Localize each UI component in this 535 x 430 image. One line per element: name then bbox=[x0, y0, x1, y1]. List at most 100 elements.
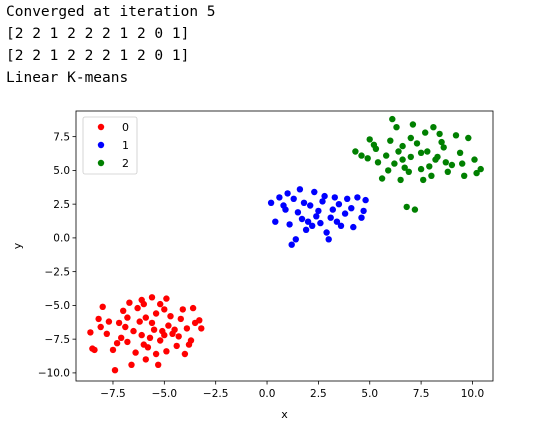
point-cluster-0 bbox=[140, 341, 147, 348]
point-cluster-2 bbox=[452, 132, 460, 139]
point-cluster-1 bbox=[341, 210, 349, 217]
point-cluster-2 bbox=[374, 159, 382, 166]
plot-frame bbox=[75, 110, 494, 382]
point-cluster-0 bbox=[138, 331, 145, 339]
console-line-labels-1: [2 2 1 2 2 2 1 2 0 1] bbox=[6, 26, 190, 42]
points-layer bbox=[87, 115, 484, 374]
y-tick-label: 0.0 bbox=[53, 233, 70, 245]
x-tick-label: −7.5 bbox=[100, 388, 126, 400]
point-cluster-0 bbox=[122, 323, 129, 331]
point-cluster-2 bbox=[385, 167, 392, 174]
point-cluster-1 bbox=[298, 215, 306, 223]
y-ticks: −10.0 −7.5 −5.0 −2.5 0.0 2.5 5.0 7.5 bbox=[38, 131, 76, 380]
point-cluster-0 bbox=[128, 361, 135, 368]
point-cluster-0 bbox=[87, 329, 94, 336]
legend-marker-2 bbox=[97, 159, 105, 167]
point-cluster-0 bbox=[132, 349, 139, 356]
point-cluster-2 bbox=[352, 148, 359, 155]
point-cluster-2 bbox=[399, 156, 406, 163]
point-cluster-1 bbox=[335, 201, 343, 208]
point-cluster-1 bbox=[300, 199, 308, 206]
point-cluster-0 bbox=[103, 330, 111, 337]
point-cluster-2 bbox=[413, 140, 421, 147]
point-cluster-0 bbox=[142, 314, 149, 321]
point-cluster-2 bbox=[397, 176, 404, 184]
y-axis-label: y bbox=[11, 242, 24, 249]
point-cluster-2 bbox=[411, 206, 419, 213]
x-ticks: −7.5 −5.0 −2.5 0.0 2.5 5.0 7.5 10.0 bbox=[100, 381, 484, 400]
point-cluster-2 bbox=[391, 160, 398, 167]
point-cluster-2 bbox=[364, 155, 371, 162]
point-cluster-2 bbox=[407, 153, 414, 161]
point-cluster-0 bbox=[124, 314, 131, 321]
point-cluster-2 bbox=[395, 148, 402, 155]
point-cluster-1 bbox=[302, 226, 310, 233]
legend: 0 1 2 bbox=[82, 116, 138, 175]
legend-marker-1 bbox=[97, 141, 105, 149]
point-cluster-0 bbox=[150, 326, 158, 333]
x-tick-label: 10.0 bbox=[461, 388, 484, 400]
point-cluster-2 bbox=[407, 134, 414, 142]
point-cluster-0 bbox=[155, 361, 162, 368]
x-tick-label: −5.0 bbox=[152, 388, 178, 400]
point-cluster-0 bbox=[163, 348, 170, 355]
point-cluster-0 bbox=[157, 337, 164, 344]
point-cluster-2 bbox=[405, 168, 412, 175]
point-cluster-0 bbox=[198, 325, 205, 332]
point-cluster-0 bbox=[173, 342, 180, 350]
point-cluster-0 bbox=[142, 356, 149, 363]
point-cluster-1 bbox=[280, 202, 287, 209]
point-cluster-0 bbox=[165, 322, 172, 329]
point-cluster-0 bbox=[95, 315, 102, 323]
point-cluster-2 bbox=[477, 165, 484, 173]
point-cluster-0 bbox=[146, 334, 154, 341]
point-cluster-2 bbox=[440, 144, 447, 151]
point-cluster-2 bbox=[403, 203, 410, 211]
point-cluster-2 bbox=[420, 176, 427, 184]
point-cluster-1 bbox=[292, 236, 299, 243]
point-cluster-1 bbox=[344, 195, 351, 202]
point-cluster-1 bbox=[348, 205, 355, 212]
point-cluster-0 bbox=[111, 367, 119, 374]
legend-label-1: 1 bbox=[122, 139, 129, 152]
point-cluster-0 bbox=[124, 338, 131, 346]
legend-label-2: 2 bbox=[122, 157, 129, 170]
point-cluster-0 bbox=[91, 346, 98, 354]
point-cluster-0 bbox=[152, 350, 160, 358]
point-cluster-0 bbox=[118, 334, 125, 341]
point-cluster-2 bbox=[383, 152, 390, 159]
point-cluster-0 bbox=[109, 346, 117, 354]
point-cluster-2 bbox=[393, 124, 400, 131]
legend-box bbox=[82, 116, 138, 175]
point-cluster-2 bbox=[436, 130, 443, 138]
point-cluster-2 bbox=[424, 148, 431, 155]
point-cluster-2 bbox=[448, 161, 456, 169]
point-cluster-0 bbox=[161, 306, 168, 313]
console-line-method: Linear K-means bbox=[6, 70, 129, 86]
point-cluster-2 bbox=[399, 142, 406, 150]
point-cluster-1 bbox=[333, 218, 341, 225]
point-cluster-2 bbox=[459, 160, 466, 167]
point-cluster-0 bbox=[148, 294, 156, 301]
point-cluster-1 bbox=[321, 192, 328, 200]
point-cluster-1 bbox=[327, 214, 334, 221]
y-tick-label: −10.0 bbox=[38, 368, 70, 380]
point-cluster-1 bbox=[286, 221, 293, 228]
point-cluster-0 bbox=[99, 303, 106, 310]
point-cluster-0 bbox=[138, 296, 145, 304]
point-cluster-1 bbox=[296, 186, 304, 193]
point-cluster-0 bbox=[120, 307, 127, 314]
y-tick-label: −5.0 bbox=[45, 300, 71, 312]
point-cluster-2 bbox=[471, 156, 478, 163]
point-cluster-1 bbox=[307, 202, 314, 209]
point-cluster-2 bbox=[442, 159, 449, 166]
point-cluster-0 bbox=[136, 318, 143, 325]
point-cluster-0 bbox=[161, 331, 168, 339]
x-tick-label: 7.5 bbox=[413, 388, 430, 400]
legend-marker-0 bbox=[97, 123, 105, 131]
point-cluster-1 bbox=[311, 188, 318, 196]
point-cluster-2 bbox=[378, 175, 386, 182]
point-cluster-1 bbox=[288, 241, 295, 248]
x-axis-label: x bbox=[281, 408, 288, 421]
